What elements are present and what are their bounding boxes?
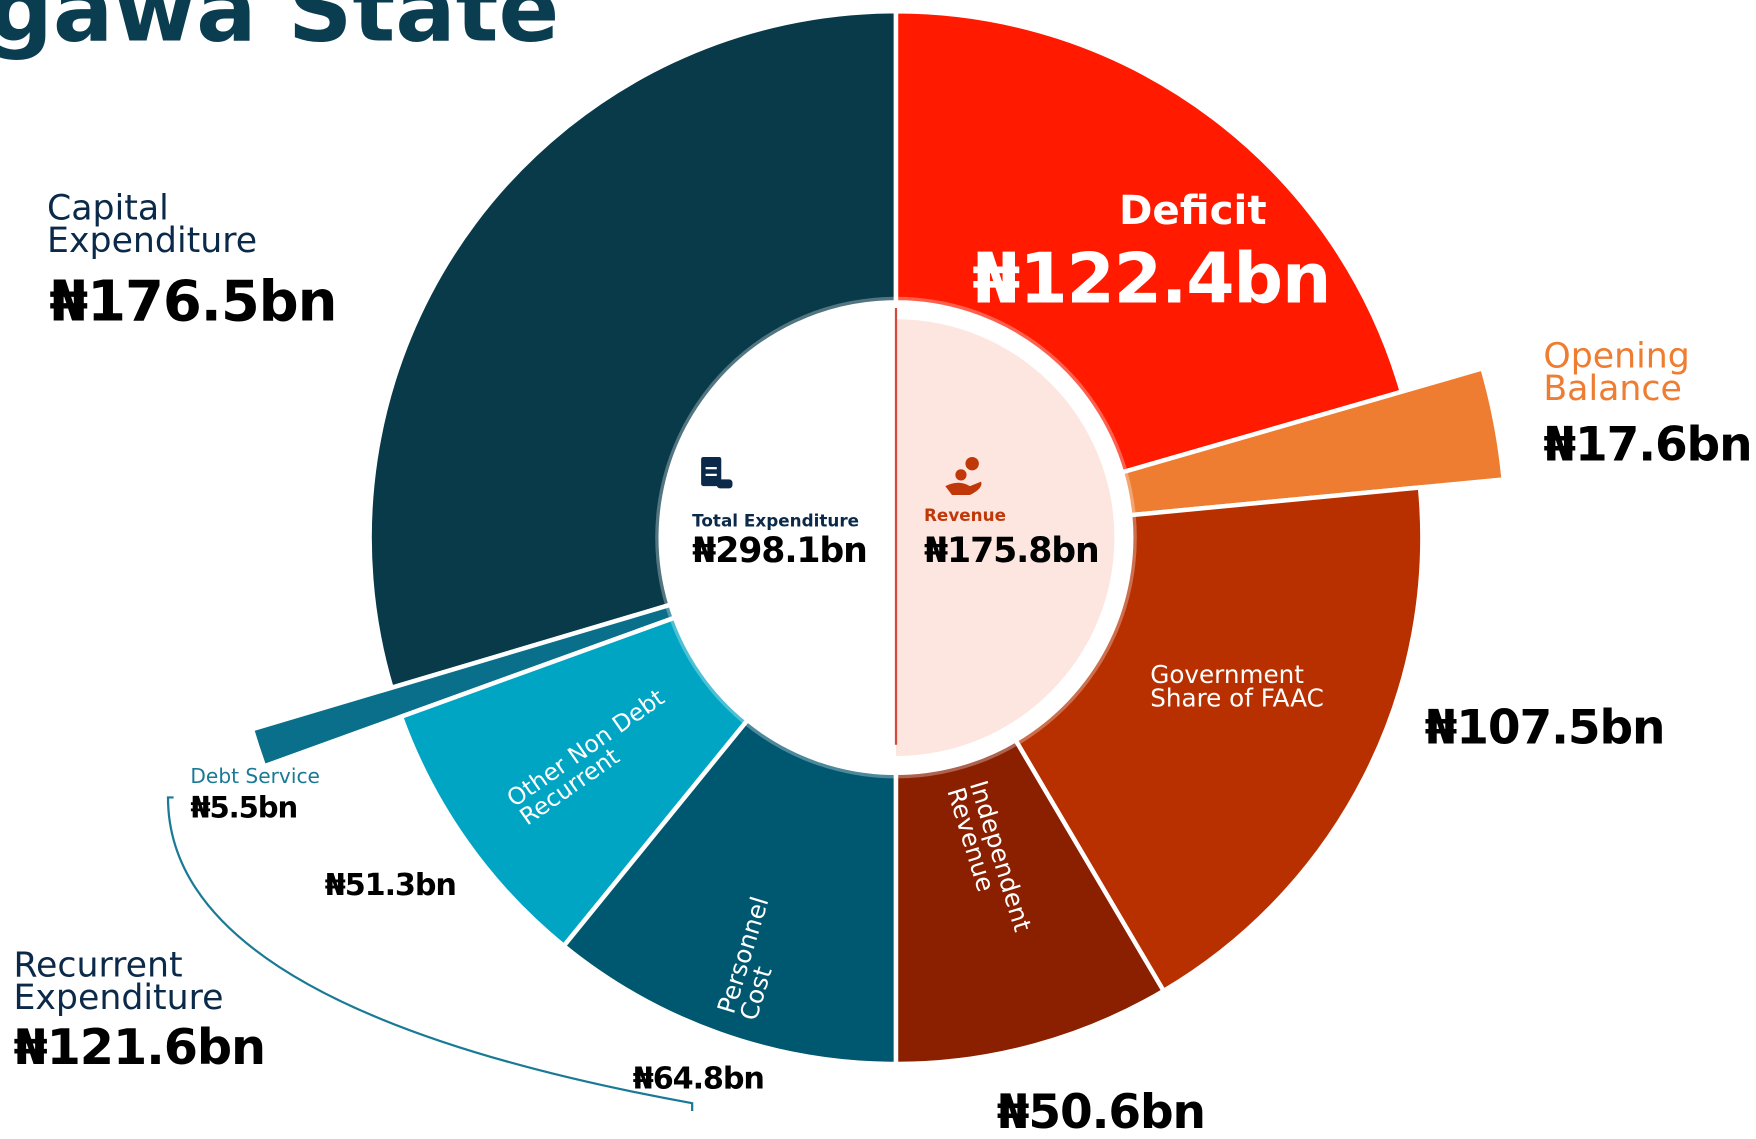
revenue-center xyxy=(896,319,1115,756)
segment-name: Deficit xyxy=(1118,188,1267,235)
expenditure-icon xyxy=(701,456,733,489)
segment-value: ₦17.6bn xyxy=(1543,416,1752,472)
chart-title: gawa State xyxy=(0,0,560,62)
slice xyxy=(893,8,1405,476)
slice xyxy=(893,737,1167,1067)
revenue-icon xyxy=(945,456,982,496)
segment-value: ₦51.3bn xyxy=(324,868,457,903)
segment-value: ₦5.5bn xyxy=(190,791,298,826)
group-name: Revenue xyxy=(924,505,1007,526)
slice xyxy=(398,614,751,950)
segment-value: ₦176.5bn xyxy=(49,268,337,334)
slices xyxy=(249,8,1507,1067)
segment-name: Capital Expenditure xyxy=(47,188,258,262)
segment-value: ₦64.8bn xyxy=(632,1061,765,1097)
recurrent-bracket xyxy=(166,796,694,1112)
expenditure-center xyxy=(677,319,896,756)
segment-name: Government Share of FAAC xyxy=(1150,661,1324,714)
group-total: ₦298.1bn xyxy=(692,530,868,572)
slice xyxy=(560,716,899,1067)
slice xyxy=(1119,365,1507,518)
group-total: ₦175.8bn xyxy=(924,530,1100,572)
slice xyxy=(1012,485,1425,994)
segment-name: Opening Balance xyxy=(1543,336,1690,410)
center xyxy=(655,296,1137,779)
segment-name: Debt Service xyxy=(190,764,320,789)
segment-value: ₦122.4bn xyxy=(972,237,1331,320)
segment-value: ₦107.5bn xyxy=(1424,700,1666,755)
bracket-name: Recurrent Expenditure xyxy=(13,945,224,1019)
slice xyxy=(367,8,899,691)
group-name: Total Expenditure xyxy=(692,510,860,531)
segment-value: ₦50.6bn xyxy=(996,1084,1206,1139)
bracket-value: ₦121.6bn xyxy=(13,1019,266,1077)
